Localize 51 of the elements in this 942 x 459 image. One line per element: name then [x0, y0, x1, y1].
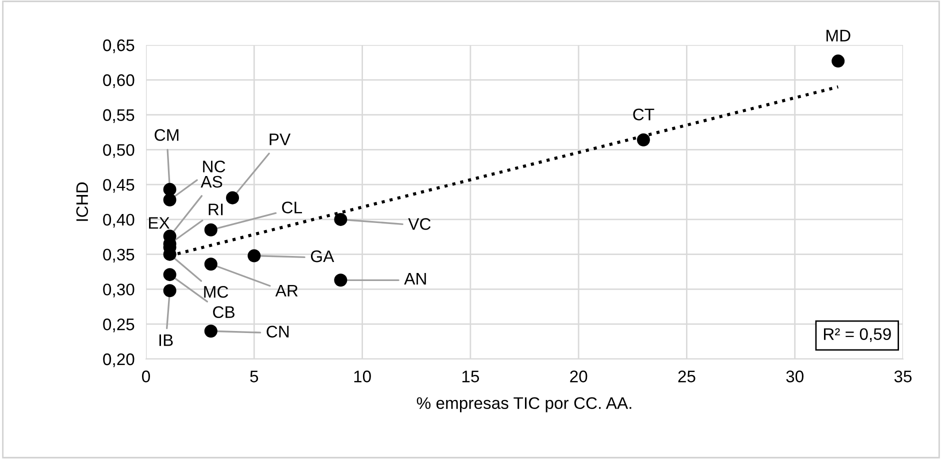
- point: [204, 223, 218, 236]
- point: [163, 193, 176, 206]
- x-tick-label: 0: [142, 370, 150, 382]
- x-tick-label: 10: [354, 370, 371, 382]
- annotation: VC: [408, 218, 431, 230]
- point: [163, 284, 176, 298]
- annotation: AS: [200, 176, 222, 188]
- annotation: MC: [204, 286, 228, 298]
- y-tick-label: 0,55: [103, 109, 134, 123]
- point: [832, 54, 845, 68]
- annotation: NC: [203, 160, 226, 172]
- x-tick-label: 35: [894, 370, 912, 382]
- point: [636, 133, 650, 146]
- annotation: PV: [270, 134, 291, 146]
- point: [334, 212, 348, 226]
- annotation: CB: [213, 306, 234, 318]
- annotation: AR: [275, 284, 298, 296]
- y-tick-label: 0,50: [103, 144, 134, 158]
- point: [248, 249, 261, 262]
- x-tick-label: 30: [786, 370, 804, 382]
- annotation: R² = 0,59: [824, 328, 891, 342]
- annotation: IB: [159, 334, 173, 346]
- annotation: CT: [633, 108, 654, 120]
- y-tick-label: 0,30: [103, 284, 134, 298]
- annotation: AN: [404, 272, 426, 284]
- x-tick-label: 20: [570, 370, 588, 382]
- point: [163, 268, 176, 282]
- x-axis-title: % empresas TIC por CC. AA.: [416, 397, 632, 412]
- y-tick-label: 0,35: [103, 248, 134, 263]
- x-tick-label: 5: [250, 370, 258, 382]
- y-tick-label: 0,65: [103, 39, 134, 54]
- point: [334, 274, 348, 287]
- y-tick-label: 0,60: [103, 74, 134, 88]
- point: [204, 258, 218, 271]
- y-tick-label: 0,40: [103, 214, 134, 228]
- annotation: EX: [149, 217, 170, 229]
- annotation: CL: [282, 202, 302, 214]
- y-tick-label: 0,20: [103, 353, 134, 368]
- annotation: GA: [310, 250, 334, 262]
- point: [163, 182, 176, 196]
- x-tick-label: 25: [678, 370, 696, 382]
- annotation: RI: [208, 204, 223, 216]
- annotation: CM: [154, 129, 178, 141]
- y-axis-title: ICHD: [76, 182, 88, 221]
- x-tick-label: 15: [462, 370, 479, 382]
- point: [226, 191, 240, 204]
- annotation: MD: [826, 30, 850, 42]
- y-tick-label: 0,25: [103, 318, 134, 332]
- annotation: CN: [266, 326, 289, 338]
- point: [204, 324, 218, 338]
- y-tick-label: 0,45: [103, 178, 134, 193]
